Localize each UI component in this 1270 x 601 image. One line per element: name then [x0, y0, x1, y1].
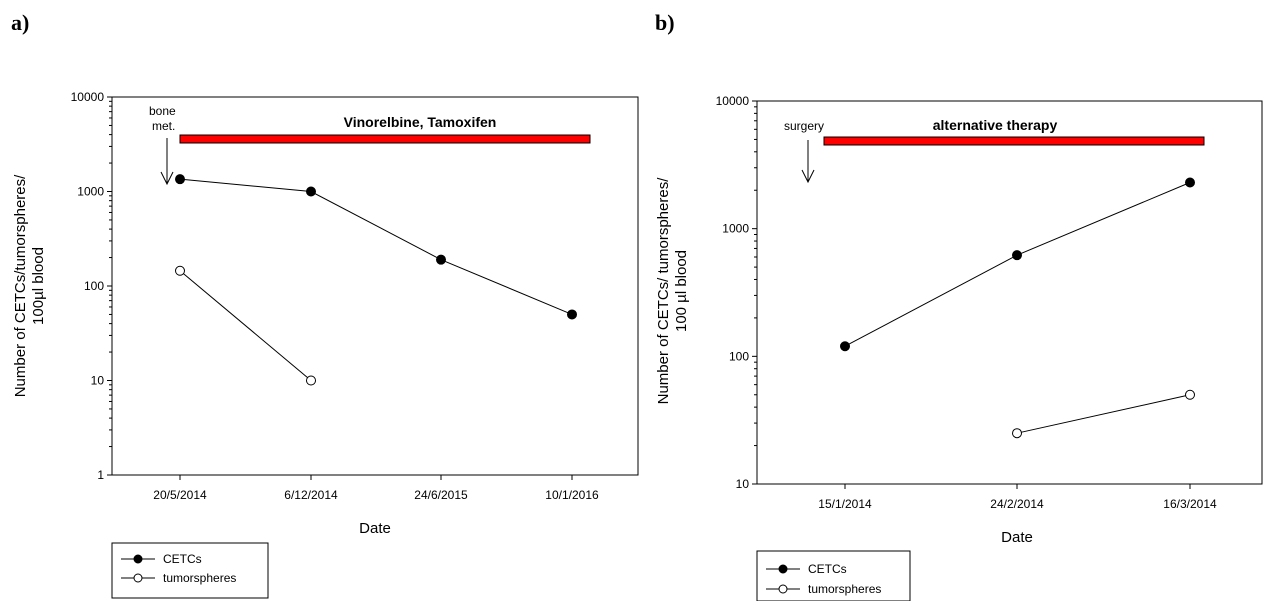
series-line-cetcs-a — [179, 178, 573, 315]
series-line-tumorspheres-a — [179, 270, 312, 381]
series-line-cetcs-b — [844, 182, 1191, 347]
legend-a-tumorspheres: tumorspheres — [163, 571, 236, 585]
legend-a: CETCs tumorspheres — [111, 542, 269, 599]
point-cetcs-b — [1185, 177, 1195, 188]
surgery-arrow — [801, 140, 815, 184]
x-tick-label-a: 20/5/2014 — [153, 488, 207, 502]
therapy-bar-label-b: alternative therapy — [933, 117, 1058, 133]
y-tick-label-b: 10 — [736, 477, 750, 491]
point-cetcs-b — [1012, 250, 1022, 261]
y-tick-label-a: 100 — [84, 279, 104, 293]
y-axis-title-a-line1: Number of CETCs/tumorspheres/ — [12, 174, 29, 397]
point-cetcs-b — [840, 341, 850, 352]
legend-b-cetcs-marker — [778, 564, 788, 574]
x-tick-label-b: 16/3/2014 — [1163, 497, 1217, 511]
x-tick-label-a: 10/1/2016 — [545, 488, 599, 502]
surgery-annotation: surgery — [784, 119, 824, 133]
legend-b: CETCs tumorspheres — [756, 550, 911, 601]
y-axis-title-b-line1: Number of CETCs/ tumorspheres/ — [655, 177, 672, 405]
point-tumorspheres-a — [175, 265, 185, 276]
legend-b-tumorspheres-marker — [778, 584, 788, 594]
y-tick-label-a: 10000 — [71, 90, 105, 104]
y-tick-label-b: 1000 — [722, 222, 749, 236]
legend-b-tumorspheres: tumorspheres — [808, 582, 881, 596]
y-axis-title-a-line2: 100µl blood — [30, 247, 47, 325]
y-axis-title-b-line2: 100 µl blood — [673, 250, 690, 332]
panel-b-label: b) — [655, 10, 675, 35]
legend-a-cetcs: CETCs — [163, 552, 202, 566]
x-tick-label-b: 15/1/2014 — [818, 497, 872, 511]
point-cetcs-a — [306, 186, 316, 197]
point-cetcs-a — [175, 174, 185, 185]
y-tick-label-b: 10000 — [716, 94, 750, 108]
x-tick-label-a: 24/6/2015 — [414, 488, 468, 502]
therapy-bar-b — [823, 136, 1205, 146]
y-tick-label-b: 100 — [729, 349, 749, 363]
x-tick-label-b: 24/2/2014 — [990, 497, 1044, 511]
point-cetcs-a — [567, 309, 577, 320]
point-tumorspheres-b — [1185, 389, 1195, 400]
bone-met-arrow — [160, 138, 174, 186]
legend-a-tumorspheres-marker — [133, 573, 143, 583]
x-axis-title-b: Date — [1001, 529, 1033, 546]
bone-met-annotation-line2: met. — [152, 119, 175, 133]
legend-b-cetcs: CETCs — [808, 562, 847, 576]
bone-met-annotation-line1: bone — [149, 104, 176, 118]
therapy-bar-a — [179, 134, 591, 144]
y-tick-label-a: 1000 — [77, 185, 104, 199]
x-tick-label-a: 6/12/2014 — [284, 488, 338, 502]
y-tick-label-a: 10 — [91, 374, 105, 388]
therapy-bar-label-a: Vinorelbine, Tamoxifen — [344, 114, 497, 130]
panel-b-chart: 10 100 1000 10000 15/1/2014 24/2/2014 16/3/201… — [716, 94, 1217, 511]
x-axis-title-a: Date — [359, 520, 391, 537]
legend-a-cetcs-marker — [133, 554, 143, 564]
series-line-tumorspheres-b — [1016, 394, 1191, 434]
y-tick-label-a: 1 — [97, 468, 104, 482]
plot-frame-a — [111, 96, 639, 476]
point-tumorspheres-a — [306, 375, 316, 386]
panel-a-chart: 1 10 100 1000 10000 20/5/2014 6/12/2014 24/6/20… — [71, 90, 599, 502]
plot-frame-b — [756, 100, 1263, 485]
point-cetcs-a — [436, 254, 446, 265]
panel-a-label: a) — [11, 10, 29, 35]
point-tumorspheres-b — [1012, 428, 1022, 439]
